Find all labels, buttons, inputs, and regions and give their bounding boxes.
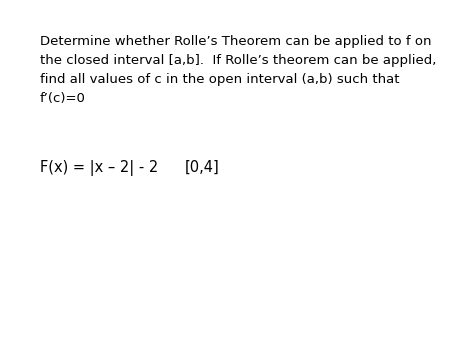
Text: F(x) = |x – 2| - 2: F(x) = |x – 2| - 2: [40, 160, 158, 176]
Text: [0,4]: [0,4]: [185, 160, 220, 175]
Text: Determine whether Rolle’s Theorem can be applied to f on
the closed interval [a,: Determine whether Rolle’s Theorem can be…: [40, 35, 436, 105]
